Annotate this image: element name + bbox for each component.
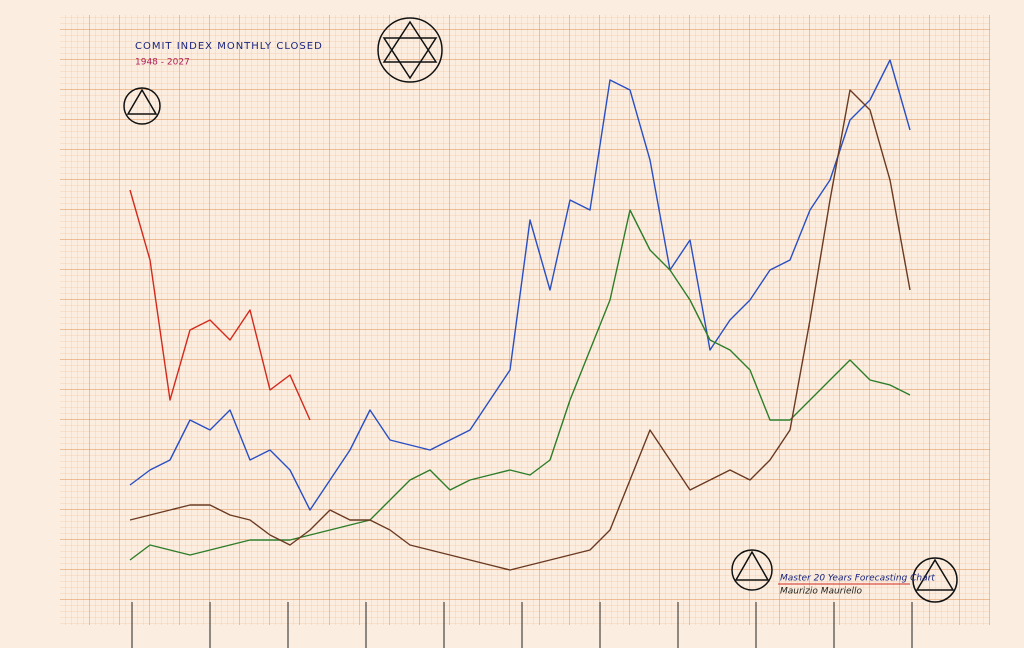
bottom-dividers	[131, 602, 913, 648]
annotation: Master 20 Years Forecasting Chart	[780, 574, 935, 584]
series-line	[129, 189, 311, 421]
graph-paper	[60, 15, 990, 625]
series-line	[129, 89, 911, 571]
series-line	[129, 209, 911, 561]
medallions	[123, 17, 958, 603]
chart-subtitle: 1948 - 2027	[135, 58, 190, 68]
annotation: Maurizio Mauriello	[780, 587, 863, 597]
series-line	[129, 59, 911, 511]
chart-title: COMIT INDEX MONTHLY CLOSED	[135, 41, 323, 52]
